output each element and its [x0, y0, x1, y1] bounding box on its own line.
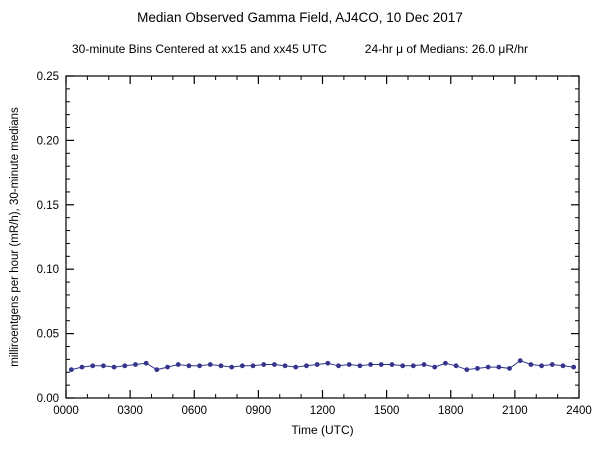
data-point-marker [101, 363, 106, 369]
data-point-marker [496, 364, 502, 370]
x-tick-label: 2400 [566, 405, 592, 417]
data-point-marker [250, 363, 256, 369]
data-point-marker [165, 364, 170, 370]
data-point-marker [368, 362, 373, 367]
x-axis-label: Time (UTC) [291, 423, 353, 437]
x-tick-label: 1500 [374, 405, 400, 417]
chart-title: Median Observed Gamma Field, AJ4CO, 10 D… [137, 10, 463, 25]
x-tick-label: 0000 [53, 405, 79, 417]
data-point-marker [357, 363, 363, 369]
data-point-marker [154, 367, 160, 373]
data-point-marker [539, 363, 544, 369]
data-point-marker [314, 362, 320, 367]
data-point-marker [325, 360, 331, 366]
data-point-marker [261, 362, 267, 367]
y-tick-label: 0.00 [37, 393, 59, 405]
data-point-marker [175, 362, 181, 367]
data-point-marker [229, 364, 235, 370]
data-point-marker [293, 364, 299, 370]
chart-subtitle: 30-minute Bins Centered at xx15 and xx45… [0, 42, 600, 56]
data-point-marker [475, 365, 480, 371]
data-point-marker [485, 364, 491, 370]
data-point-marker [272, 362, 277, 367]
data-point-marker [143, 360, 149, 366]
data-point-marker [517, 358, 523, 364]
data-point-marker [464, 367, 470, 373]
data-point-marker [304, 363, 309, 369]
data-point-marker [507, 365, 512, 371]
data-point-marker [282, 363, 288, 369]
data-point-marker [90, 363, 96, 369]
data-point-marker [410, 363, 416, 369]
data-point-marker [389, 362, 395, 367]
y-axis-label: milliroentgens per hour (mR/h), 30-minut… [9, 107, 21, 367]
data-point-marker [378, 362, 384, 367]
x-tick-label: 2100 [502, 405, 528, 417]
data-point-marker [528, 362, 534, 367]
data-point-marker [400, 363, 406, 369]
data-point-marker [239, 363, 245, 369]
data-point-marker [133, 362, 138, 367]
x-tick-label: 0600 [181, 405, 207, 417]
data-point-marker [549, 362, 555, 367]
data-point-marker [560, 363, 566, 369]
data-point-marker [336, 363, 341, 369]
y-tick-label: 0.20 [37, 135, 59, 147]
data-point-marker [207, 362, 213, 367]
data-point-marker [68, 367, 74, 373]
data-point-marker [453, 363, 459, 369]
chart-subtitle-mean: 24-hr μ of Medians: 26.0 μR/hr [364, 42, 529, 56]
data-point-marker [432, 364, 438, 370]
data-point-marker [197, 363, 202, 369]
data-point-marker [218, 363, 224, 369]
data-point-marker [122, 363, 128, 369]
y-tick-label: 0.10 [37, 264, 59, 276]
plot-border [65, 75, 580, 399]
data-point-marker [79, 364, 85, 370]
chart-subtitle-bins: 30-minute Bins Centered at xx15 and xx45… [71, 42, 327, 56]
y-tick-label: 0.25 [37, 71, 59, 83]
data-point-marker [346, 362, 352, 367]
x-tick-label: 1200 [310, 405, 336, 417]
x-tick-label: 1800 [438, 405, 464, 417]
x-tick-label: 0900 [246, 405, 272, 417]
y-tick-label: 0.15 [37, 200, 59, 212]
data-point-marker [421, 362, 427, 367]
y-tick-label: 0.05 [37, 329, 59, 341]
x-tick-label: 0300 [117, 405, 143, 417]
data-point-marker [443, 360, 448, 366]
data-point-marker [571, 364, 577, 370]
data-point-marker [186, 363, 192, 369]
data-point-marker [111, 364, 117, 370]
